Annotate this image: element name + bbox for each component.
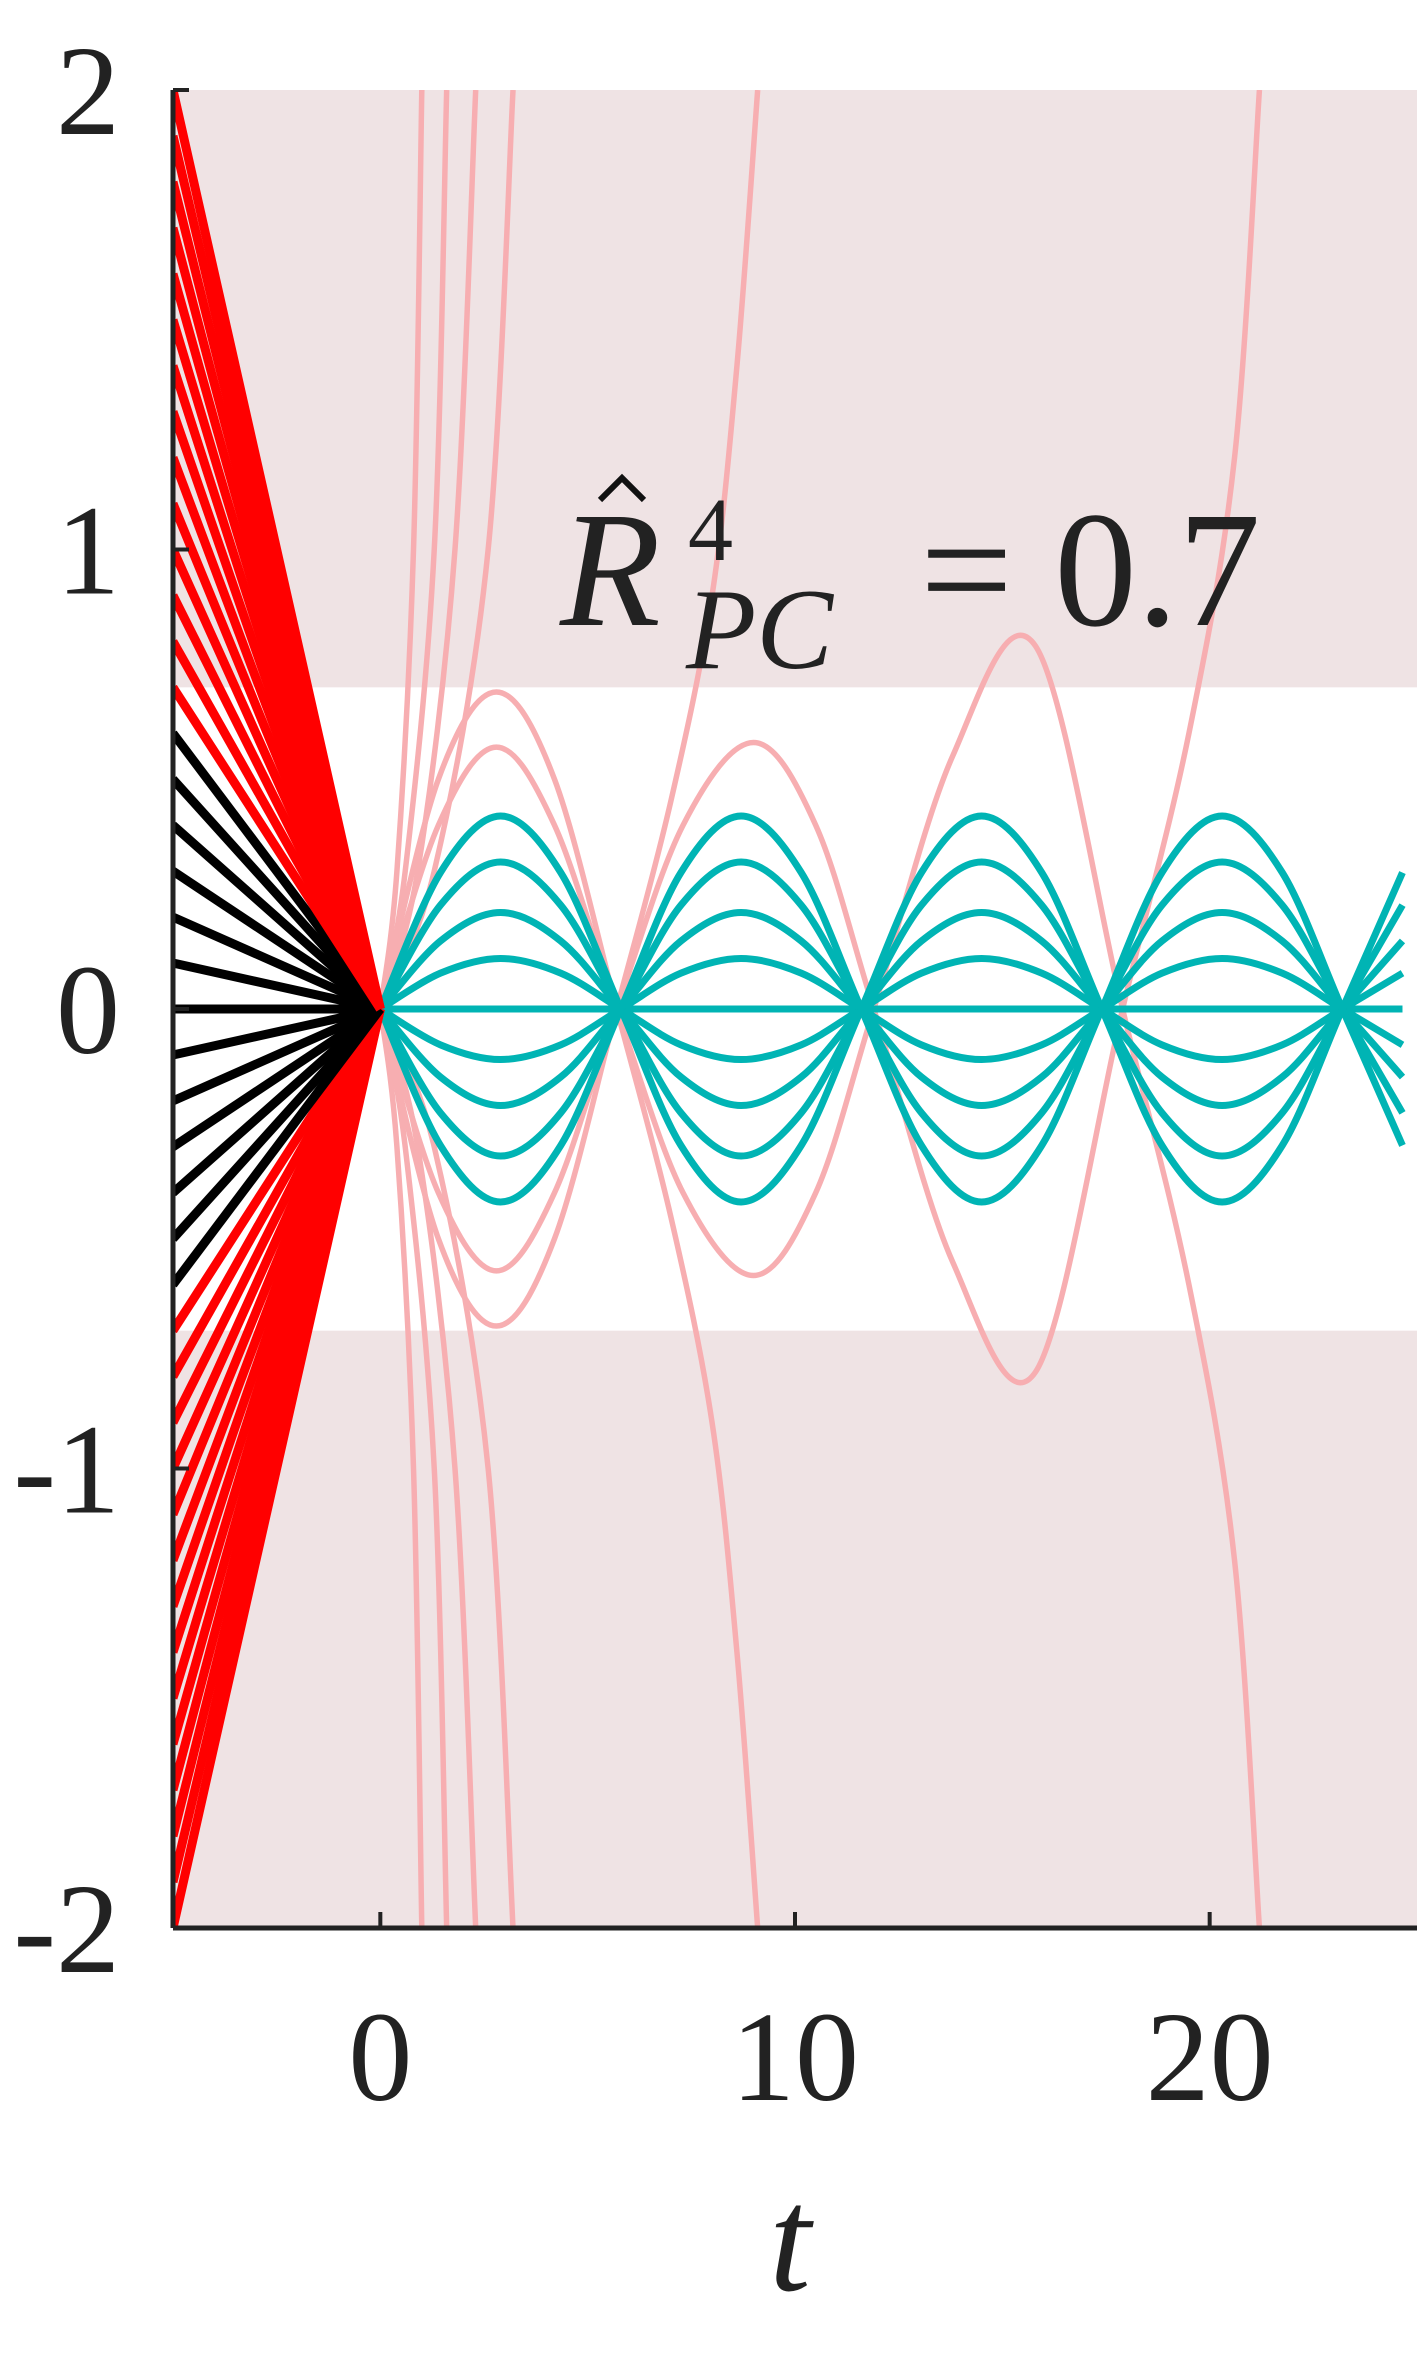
annotation-sub: PC	[685, 566, 834, 693]
oscillating-line	[377, 858, 1406, 1160]
x-tick-label: 0	[348, 1986, 412, 2128]
oscillating-line	[377, 909, 1406, 1109]
escaping-line	[377, 90, 761, 1329]
fan-line	[173, 821, 384, 1013]
fan-line	[173, 1005, 384, 1197]
oscillating-line	[377, 858, 1406, 1160]
annotation-sup: 4	[688, 481, 733, 580]
axes: 210-1-20 10 20	[13, 20, 1417, 2128]
y-tick-label: -1	[13, 1399, 120, 1541]
y-tick-label: 2	[56, 20, 120, 162]
escaping-line	[377, 1008, 425, 1928]
oscillating-line	[378, 954, 1405, 1064]
oscillating-line	[377, 812, 1406, 1206]
escaping-line	[377, 1008, 479, 1928]
fan-line	[173, 867, 383, 1013]
plot-area	[173, 90, 1406, 1928]
escaping-line	[377, 689, 761, 1928]
band	[173, 1330, 1417, 1928]
fan-line	[173, 912, 383, 1014]
fan-line	[173, 1005, 383, 1151]
fan-line	[173, 90, 385, 1010]
annotation-symbol: R	[559, 478, 661, 661]
y-tick-label: 1	[56, 480, 120, 622]
escaping-line	[377, 1008, 450, 1928]
fan-line	[173, 776, 384, 1013]
fan-line	[173, 1005, 384, 1242]
oscillating-line	[378, 954, 1405, 1064]
fan-line	[173, 1004, 382, 1060]
y-tick-label: -2	[13, 1858, 120, 2000]
oscillating-line	[377, 909, 1406, 1109]
x-tick-label: 10	[731, 1986, 859, 2128]
fan-line	[173, 1004, 383, 1106]
x-axis-label: t	[769, 2157, 814, 2323]
oscillating-line	[377, 812, 1406, 1206]
annotation: R 4 PC = 0.7	[559, 473, 1261, 693]
fan-line	[173, 1006, 384, 1288]
hat	[597, 473, 647, 503]
band	[173, 90, 1417, 688]
escaping-line	[377, 90, 425, 1010]
fan-line	[173, 958, 382, 1014]
fan-line	[173, 1006, 385, 1334]
annotation-rhs: = 0.7	[920, 478, 1261, 661]
y-tick-label: 0	[56, 939, 120, 1081]
escaping-line	[377, 90, 450, 1010]
escaping-line	[377, 90, 479, 1010]
x-tick-label: 20	[1146, 1986, 1274, 2128]
bands	[173, 90, 1417, 1928]
